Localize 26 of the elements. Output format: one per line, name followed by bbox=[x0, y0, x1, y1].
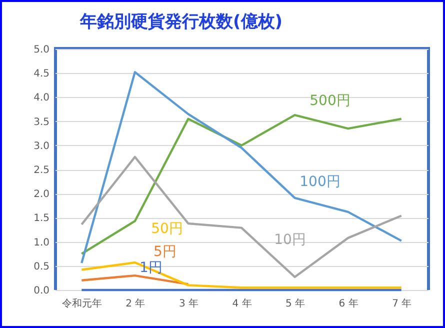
y-tick-label: 5.0 bbox=[34, 44, 50, 56]
chart-title: 年銘別硬貨発行枚数(億枚) bbox=[80, 11, 283, 33]
y-tick-label: 4.0 bbox=[34, 92, 50, 104]
series-label: 100円 bbox=[300, 174, 340, 190]
x-tick-label: 7 年 bbox=[392, 298, 412, 310]
x-tick-label: 4 年 bbox=[232, 298, 252, 310]
y-tick-label: 1.5 bbox=[34, 213, 50, 224]
y-tick-label: 0.5 bbox=[34, 261, 50, 272]
y-tick-label: 4.5 bbox=[34, 68, 50, 80]
line-series bbox=[80, 261, 402, 289]
y-tick-label: 3.5 bbox=[34, 116, 50, 128]
x-tick-label: 6 年 bbox=[338, 298, 358, 310]
x-tick-label: 5 年 bbox=[286, 298, 306, 310]
y-tick-label: 1.0 bbox=[34, 237, 50, 248]
series-label: 10円 bbox=[274, 232, 306, 248]
y-tick-label: 2.0 bbox=[34, 189, 50, 200]
x-tick-label: 3 年 bbox=[178, 298, 198, 310]
y-tick-label: 0.0 bbox=[34, 286, 50, 296]
series-label: 5円 bbox=[154, 244, 176, 260]
line-series bbox=[80, 156, 402, 278]
x-tick-label: 2 年 bbox=[126, 298, 146, 310]
text: 50円 bbox=[151, 221, 183, 237]
x-tick-label: 令和元年 bbox=[62, 298, 102, 310]
y-tick-label: 3.0 bbox=[34, 140, 50, 152]
series-label: 500円 bbox=[310, 93, 350, 109]
y-tick-label: 2.5 bbox=[34, 165, 50, 176]
